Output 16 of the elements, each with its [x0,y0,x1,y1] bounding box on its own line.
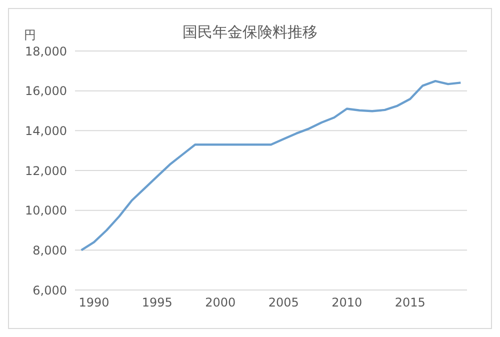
x-tick-label: 1990 [78,296,110,310]
x-tick-label: 2010 [332,296,362,310]
y-tick-label: 6,000 [32,283,67,298]
y-axis-title: 円 [24,28,36,42]
chart-title: 国民年金保険料推移 [182,23,318,41]
y-tick-label: 16,000 [25,84,67,98]
y-tick-label: 8,000 [32,243,67,258]
x-tick-label: 2005 [268,296,299,310]
line-series [80,80,462,252]
x-tick-label: 2015 [394,296,426,310]
x-tick-label: 2000 [205,296,236,310]
y-tick-label: 18,000 [25,44,67,58]
x-tick-label: 1995 [142,296,172,310]
y-tick-label: 14,000 [25,124,67,138]
y-tick-label: 10,000 [25,204,67,218]
y-tick-label: 12,000 [25,164,67,178]
